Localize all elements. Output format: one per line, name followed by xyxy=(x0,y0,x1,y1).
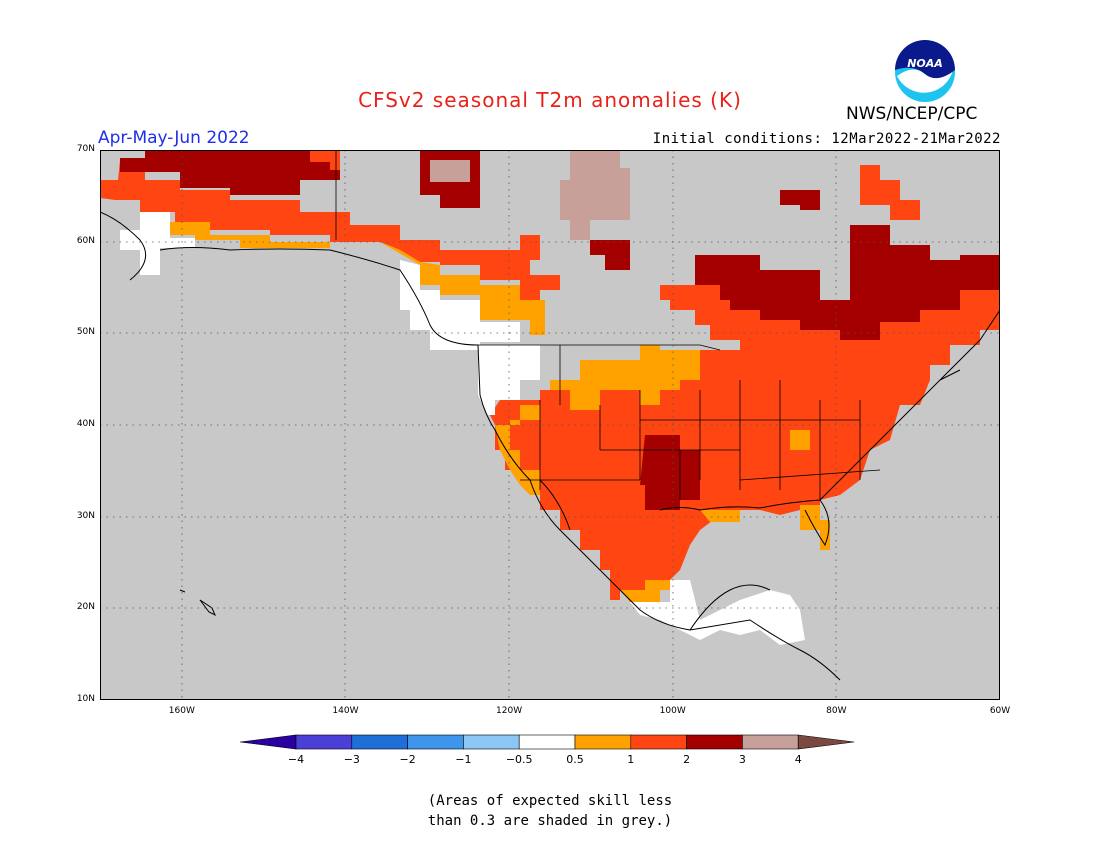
bc-red-region xyxy=(340,225,560,300)
legend-swatch-3 xyxy=(407,734,464,750)
mexico-orange xyxy=(620,580,670,602)
noaa-logo-icon: NOAA xyxy=(895,40,955,102)
alaska-orange-region xyxy=(170,222,330,248)
legend-swatch-5 xyxy=(518,734,576,750)
legend-swatch-6 xyxy=(574,734,632,750)
quebec-dark-red xyxy=(695,225,1000,340)
lat-label-30n: 30N xyxy=(76,510,95,521)
southern-plains-dark-red xyxy=(640,435,700,510)
svg-text:NOAA: NOAA xyxy=(907,57,943,70)
arctic-red-patches xyxy=(860,165,920,220)
agency-label: NWS/NCEP/CPC xyxy=(846,104,978,124)
florida-orange xyxy=(800,505,830,550)
initial-conditions-label: Initial conditions: 12Mar2022-21Mar2022 xyxy=(652,131,1001,147)
coastlines xyxy=(100,211,1000,681)
skill-note-line1: (Areas of expected skill less xyxy=(427,793,673,809)
legend-tick-labels: −4 −3 −2 −1 −0.5 0.5 1 2 3 4 xyxy=(288,753,802,766)
legend-swatch-min xyxy=(240,734,297,750)
legend-tick-label: −1 xyxy=(455,753,471,766)
alaska-dark-red-region xyxy=(145,150,340,195)
bc-white-region xyxy=(400,260,520,350)
legend-tick-label: 3 xyxy=(739,753,746,766)
map-title: CFSv2 seasonal T2m anomalies (K) xyxy=(358,88,742,112)
alaska-red-region xyxy=(118,160,380,242)
skill-note-line2: than 0.3 are shaded in grey.) xyxy=(427,813,673,829)
southwest-orange xyxy=(495,405,540,495)
northern-plains-orange xyxy=(550,345,700,410)
legend-swatch-9 xyxy=(742,734,799,750)
lon-label-100w: 100W xyxy=(659,706,686,716)
legend-swatch-8 xyxy=(686,734,743,750)
lon-label-140w: 140W xyxy=(332,706,359,716)
legend-swatch-4 xyxy=(463,734,520,750)
alaska-dark-red-west xyxy=(120,158,150,172)
lon-label-60w: 60W xyxy=(989,706,1011,716)
legend-swatch-max xyxy=(797,734,855,750)
lat-label-20n: 20N xyxy=(76,602,95,613)
great-lakes-orange xyxy=(790,430,810,450)
lon-label-160w: 160W xyxy=(168,706,195,716)
legend-swatch-2 xyxy=(351,734,408,750)
lon-label-80w: 80W xyxy=(826,706,847,716)
lon-label-120w: 120W xyxy=(496,706,523,716)
lat-label-10n: 10N xyxy=(76,694,95,704)
yukon-red-region xyxy=(310,150,340,170)
alaska-white-region xyxy=(120,212,195,275)
legend-tick-label: −2 xyxy=(399,753,415,766)
color-legend: −4 −3 −2 −1 −0.5 0.5 1 2 3 4 xyxy=(240,734,855,766)
legend-tick-label: −4 xyxy=(288,753,304,766)
nwt-dark-red xyxy=(590,240,630,270)
map-frame xyxy=(100,150,1000,700)
hudson-red xyxy=(660,285,720,310)
lat-label-50n: 50N xyxy=(76,327,95,338)
bc-orange-region xyxy=(380,242,545,335)
nwt-pink xyxy=(560,150,630,240)
arctic-dark-red-patches xyxy=(780,190,820,210)
lat-label-70n: 70N xyxy=(76,144,95,154)
gridlines xyxy=(100,150,1000,700)
season-label: Apr-May-Jun 2022 xyxy=(98,128,250,148)
legend-tick-label: 1 xyxy=(627,753,634,766)
political-borders xyxy=(335,150,881,500)
legend-swatch-1 xyxy=(295,734,353,750)
legend-swatches xyxy=(240,734,855,750)
anomaly-map xyxy=(100,150,1000,700)
us-northwest-white xyxy=(478,345,540,415)
lat-label-40n: 40N xyxy=(76,419,95,429)
legend-tick-label: 4 xyxy=(795,753,802,766)
legend-tick-label: −0.5 xyxy=(506,753,533,766)
legend-swatch-7 xyxy=(630,734,687,750)
bering-red-region xyxy=(100,180,145,200)
legend-tick-label: 2 xyxy=(683,753,690,766)
mexico-white xyxy=(630,580,805,645)
legend-tick-label: 0.5 xyxy=(566,753,584,766)
yukon-pink xyxy=(430,160,470,182)
legend-tick-label: −3 xyxy=(344,753,360,766)
lat-label-60n: 60N xyxy=(76,235,95,246)
gulf-orange xyxy=(700,510,740,522)
